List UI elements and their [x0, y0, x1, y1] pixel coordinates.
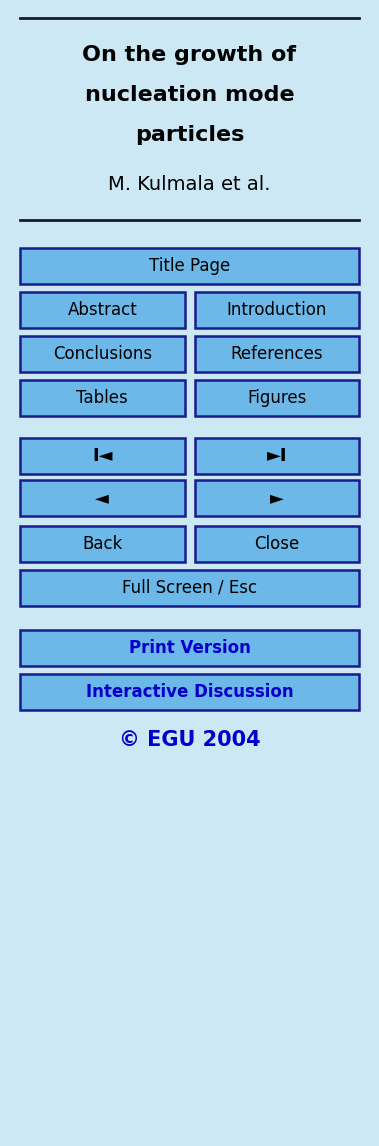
FancyBboxPatch shape — [20, 336, 185, 372]
Text: References: References — [230, 345, 323, 363]
FancyBboxPatch shape — [194, 480, 359, 516]
FancyBboxPatch shape — [20, 630, 359, 666]
Text: M. Kulmala et al.: M. Kulmala et al. — [108, 175, 271, 195]
FancyBboxPatch shape — [20, 480, 185, 516]
FancyBboxPatch shape — [194, 336, 359, 372]
FancyBboxPatch shape — [20, 438, 185, 474]
Text: ►I: ►I — [266, 447, 287, 465]
FancyBboxPatch shape — [194, 438, 359, 474]
Text: Interactive Discussion: Interactive Discussion — [86, 683, 293, 701]
Text: Full Screen / Esc: Full Screen / Esc — [122, 579, 257, 597]
Text: On the growth of: On the growth of — [83, 45, 296, 65]
FancyBboxPatch shape — [20, 674, 359, 711]
FancyBboxPatch shape — [20, 570, 359, 606]
Text: Introduction: Introduction — [227, 301, 327, 319]
Text: Conclusions: Conclusions — [53, 345, 152, 363]
FancyBboxPatch shape — [194, 380, 359, 416]
FancyBboxPatch shape — [194, 292, 359, 328]
Text: Close: Close — [254, 535, 299, 554]
FancyBboxPatch shape — [20, 526, 185, 562]
Text: Title Page: Title Page — [149, 257, 230, 275]
Text: Abstract: Abstract — [67, 301, 137, 319]
FancyBboxPatch shape — [20, 248, 359, 284]
FancyBboxPatch shape — [194, 526, 359, 562]
Text: Back: Back — [82, 535, 122, 554]
Text: I◄: I◄ — [92, 447, 113, 465]
Text: particles: particles — [135, 125, 244, 146]
FancyBboxPatch shape — [20, 292, 185, 328]
Text: © EGU 2004: © EGU 2004 — [119, 730, 260, 749]
Text: Print Version: Print Version — [128, 639, 251, 657]
FancyBboxPatch shape — [20, 380, 185, 416]
Text: ►: ► — [270, 489, 284, 507]
Text: Tables: Tables — [77, 388, 128, 407]
Text: nucleation mode: nucleation mode — [85, 85, 294, 105]
Text: Figures: Figures — [247, 388, 307, 407]
Text: ◄: ◄ — [95, 489, 109, 507]
